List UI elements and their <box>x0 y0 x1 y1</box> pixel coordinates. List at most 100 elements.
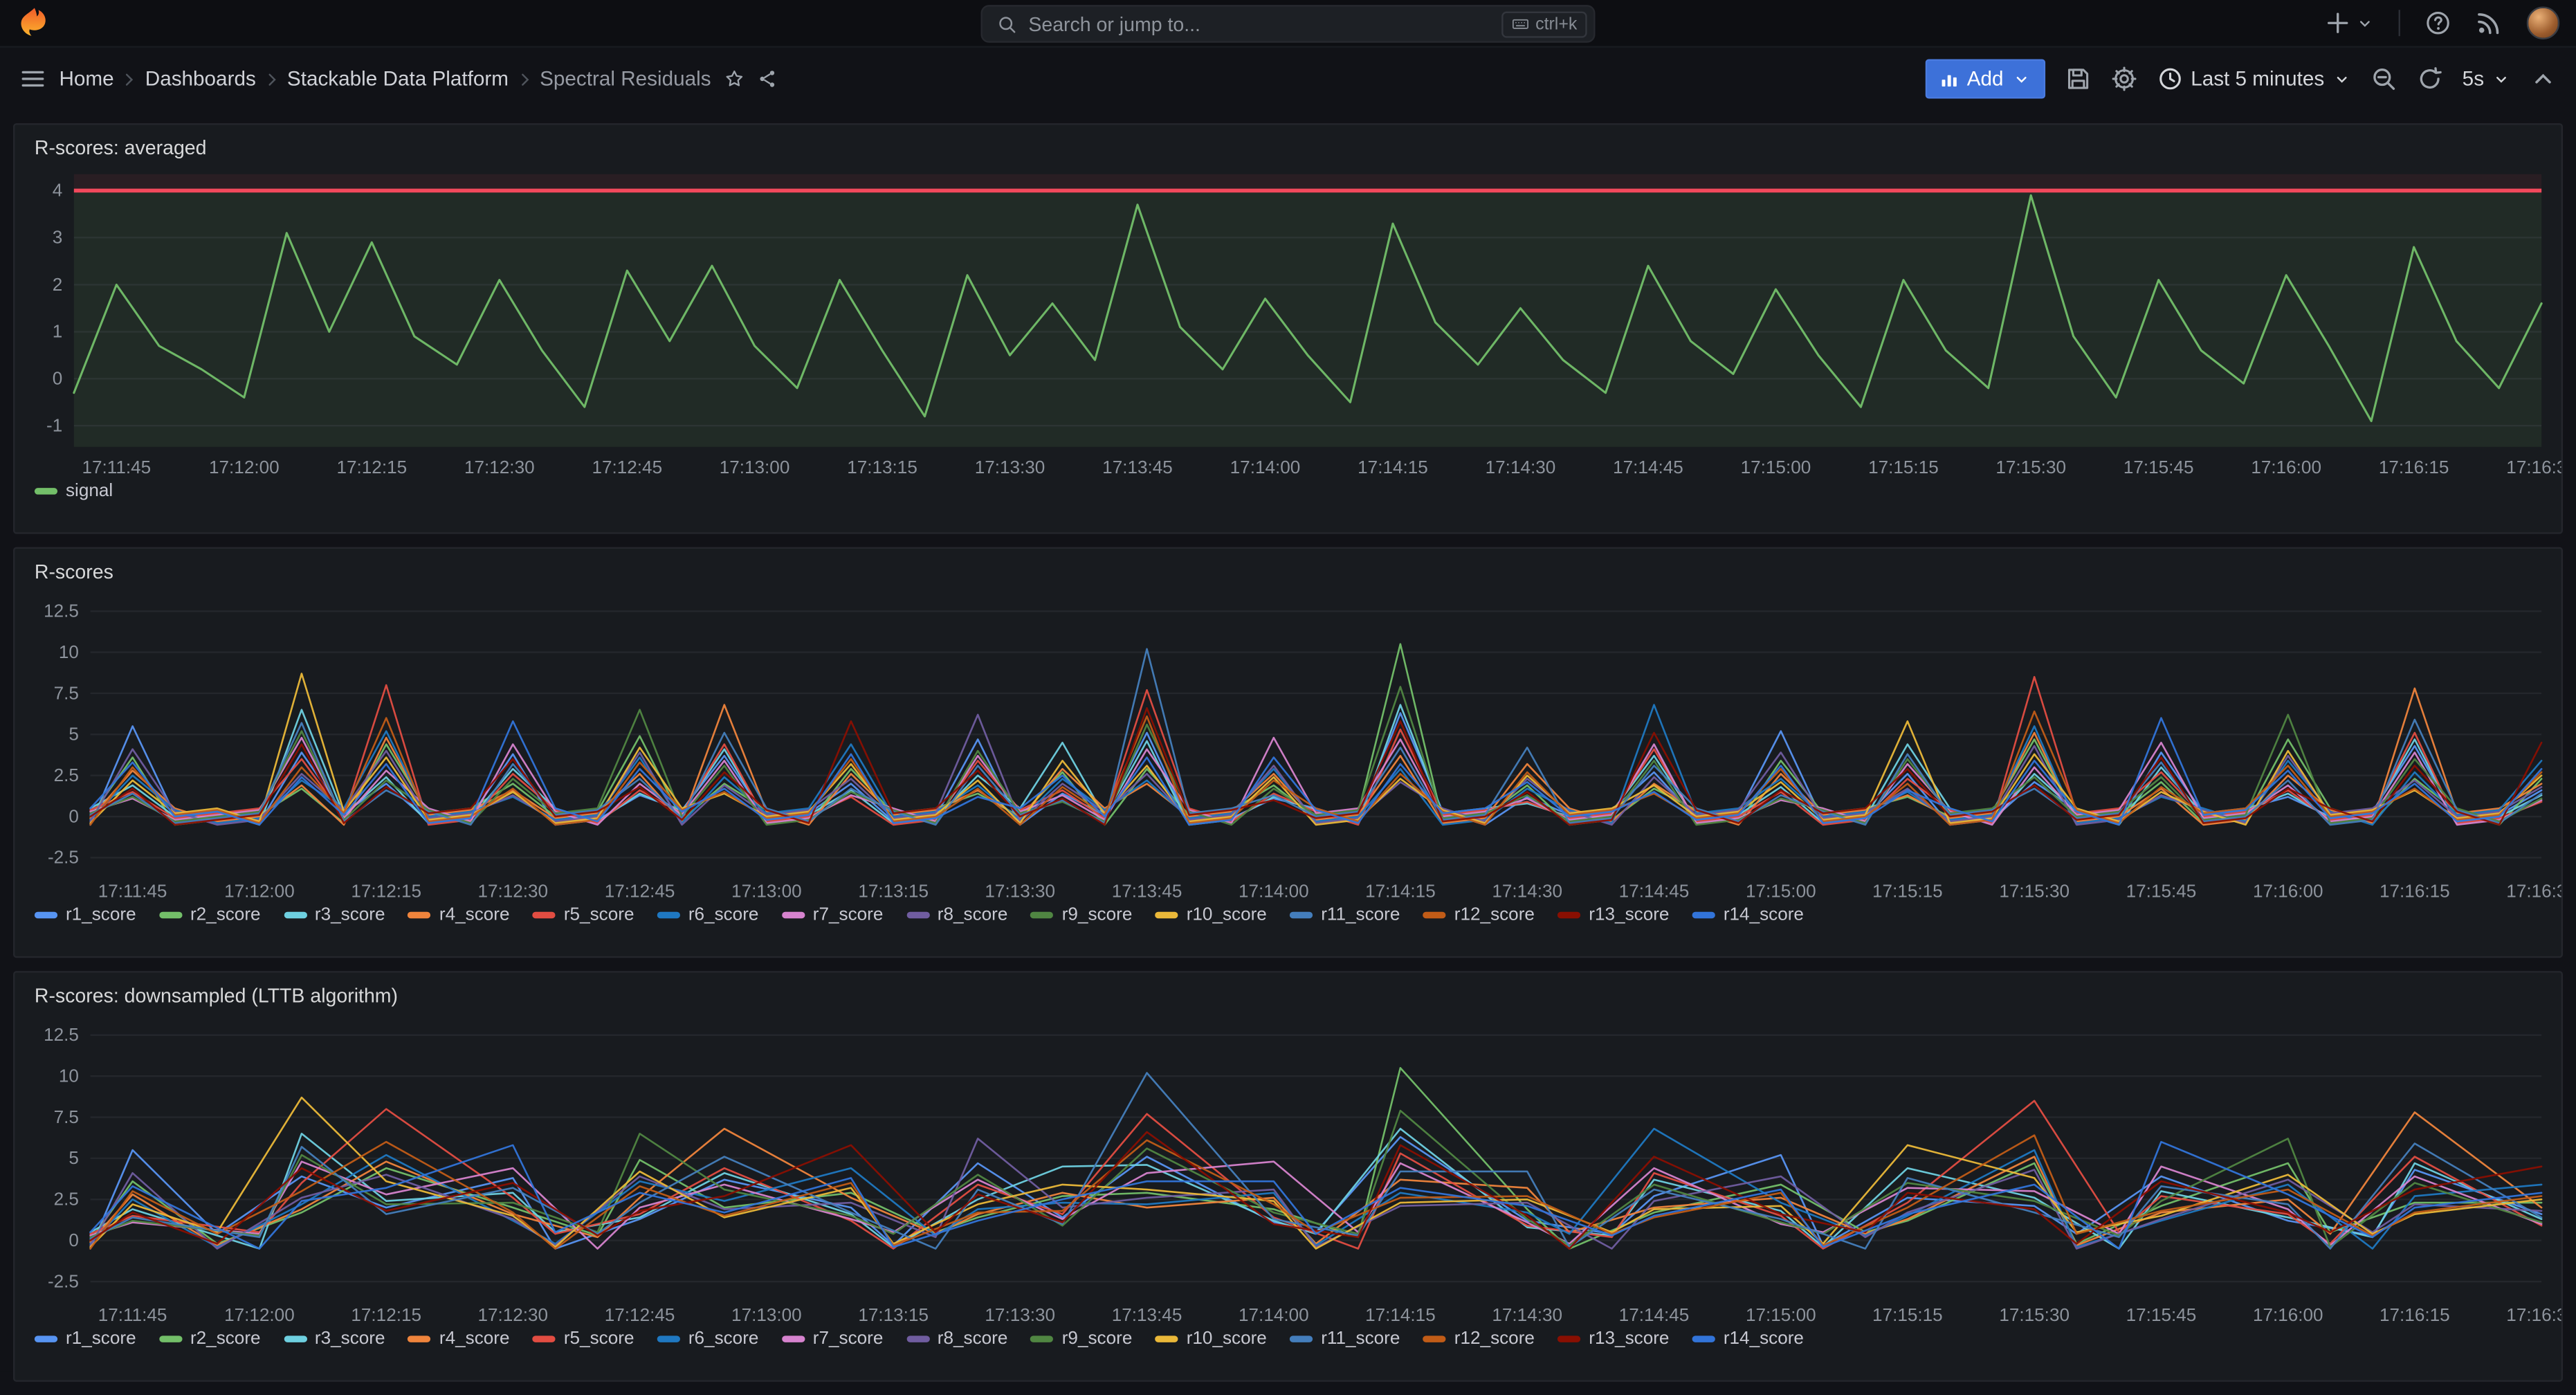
legend-item-r2_score[interactable]: r2_score <box>159 1329 261 1349</box>
breadcrumb-home[interactable]: Home <box>59 67 113 90</box>
legend-item-r1_score[interactable]: r1_score <box>35 1329 136 1349</box>
dashboard-settings-button[interactable] <box>2110 66 2137 92</box>
legend-item-r4_score[interactable]: r4_score <box>408 905 510 924</box>
legend-item-r5_score[interactable]: r5_score <box>533 1329 634 1349</box>
legend-item-r13_score[interactable]: r13_score <box>1558 905 1669 924</box>
legend-item-label: r6_score <box>688 905 759 924</box>
svg-text:17:15:00: 17:15:00 <box>1741 457 1811 477</box>
panel-title[interactable]: R-scores: downsampled (LTTB algorithm) <box>28 979 2548 1015</box>
timeseries-chart[interactable]: 12.5107.552.50-2.517:11:4517:12:0017:12:… <box>28 1015 2551 1327</box>
series-color-marker <box>1423 1335 1446 1342</box>
series-color-marker <box>284 1335 307 1342</box>
legend-item-label: r9_score <box>1062 905 1133 924</box>
save-dashboard-button[interactable] <box>2064 66 2090 92</box>
time-range-picker[interactable]: Last 5 minutes <box>2156 66 2350 92</box>
zoom-out-button[interactable] <box>2371 66 2397 92</box>
new-menu-button[interactable] <box>2325 10 2374 36</box>
mega-menu-button[interactable] <box>19 66 46 92</box>
legend-item-r9_score[interactable]: r9_score <box>1031 1329 1133 1349</box>
series-color-marker <box>533 912 556 918</box>
legend-item-label: r6_score <box>688 1329 759 1349</box>
svg-text:17:13:45: 17:13:45 <box>1102 457 1173 477</box>
legend-item-r4_score[interactable]: r4_score <box>408 1329 510 1349</box>
svg-text:17:12:15: 17:12:15 <box>351 880 421 901</box>
legend-item-r7_score[interactable]: r7_score <box>782 1329 884 1349</box>
legend-item-r5_score[interactable]: r5_score <box>533 905 634 924</box>
svg-text:12.5: 12.5 <box>44 1024 79 1045</box>
star-icon <box>724 69 744 89</box>
legend-item-r10_score[interactable]: r10_score <box>1155 1329 1267 1349</box>
legend-item-r6_score[interactable]: r6_score <box>657 905 759 924</box>
legend-item-r12_score[interactable]: r12_score <box>1423 1329 1535 1349</box>
help-button[interactable] <box>2425 10 2451 36</box>
news-button[interactable] <box>2476 10 2502 36</box>
avatar <box>2527 6 2559 39</box>
svg-text:17:12:00: 17:12:00 <box>209 457 280 477</box>
favorite-button[interactable] <box>724 69 744 89</box>
legend-item-label: r12_score <box>1454 1329 1535 1349</box>
legend-item-r13_score[interactable]: r13_score <box>1558 1329 1669 1349</box>
legend-item-r10_score[interactable]: r10_score <box>1155 905 1267 924</box>
keyboard-icon <box>1510 15 1528 33</box>
question-circle-icon <box>2425 10 2451 36</box>
legend-item-r6_score[interactable]: r6_score <box>657 1329 759 1349</box>
legend-item-r8_score[interactable]: r8_score <box>906 905 1008 924</box>
refresh-button[interactable] <box>2416 66 2442 92</box>
legend-item-r9_score[interactable]: r9_score <box>1031 905 1133 924</box>
zoom-out-icon <box>2371 66 2397 92</box>
breadcrumb-dashboards[interactable]: Dashboards <box>145 67 256 90</box>
legend-item-r12_score[interactable]: r12_score <box>1423 905 1535 924</box>
legend-item-r14_score[interactable]: r14_score <box>1692 905 1804 924</box>
user-profile-button[interactable] <box>2527 6 2559 39</box>
share-button[interactable] <box>757 69 776 89</box>
svg-text:17:16:30: 17:16:30 <box>2506 880 2563 901</box>
legend-item-label: r13_score <box>1589 1329 1669 1349</box>
svg-text:17:14:30: 17:14:30 <box>1492 1304 1562 1325</box>
series-color-marker <box>159 912 182 918</box>
legend-item-r3_score[interactable]: r3_score <box>284 905 385 924</box>
legend-item-label: r8_score <box>938 905 1008 924</box>
svg-text:17:12:45: 17:12:45 <box>605 1304 675 1325</box>
legend-item-signal[interactable]: signal <box>35 482 113 501</box>
grafana-logo-icon[interactable] <box>17 5 53 41</box>
legend-item-r7_score[interactable]: r7_score <box>782 905 884 924</box>
svg-text:17:14:45: 17:14:45 <box>1613 457 1683 477</box>
legend-item-label: r4_score <box>439 1329 510 1349</box>
svg-text:17:12:45: 17:12:45 <box>592 457 662 477</box>
toolbar-actions: Add Last 5 minutes <box>1926 59 2556 98</box>
svg-text:17:13:15: 17:13:15 <box>847 457 917 477</box>
svg-text:17:14:45: 17:14:45 <box>1619 880 1690 901</box>
series-color-marker <box>1692 912 1715 918</box>
legend-item-r2_score[interactable]: r2_score <box>159 905 261 924</box>
timeseries-chart[interactable]: 12.5107.552.50-2.517:11:4517:12:0017:12:… <box>28 592 2551 904</box>
series-color-marker <box>1155 1335 1178 1342</box>
legend-item-label: r7_score <box>813 905 884 924</box>
svg-text:17:15:15: 17:15:15 <box>1872 880 1943 901</box>
timeseries-chart[interactable]: 43210-117:11:4517:12:0017:12:1517:12:301… <box>28 167 2551 480</box>
legend-item-r14_score[interactable]: r14_score <box>1692 1329 1804 1349</box>
series-color-marker <box>533 1335 556 1342</box>
shortcut-badge: ctrl+k <box>1501 10 1587 37</box>
panel-title[interactable]: R-scores: averaged <box>28 131 2548 167</box>
legend-item-label: r5_score <box>564 1329 634 1349</box>
svg-text:17:15:00: 17:15:00 <box>1746 880 1816 901</box>
chevron-up-icon <box>2530 66 2557 92</box>
svg-text:5: 5 <box>68 1147 79 1168</box>
legend-item-r11_score[interactable]: r11_score <box>1290 905 1400 924</box>
legend-item-r8_score[interactable]: r8_score <box>906 1329 1008 1349</box>
legend-item-label: r10_score <box>1187 1329 1267 1349</box>
breadcrumb-folder[interactable]: Stackable Data Platform <box>287 67 509 90</box>
legend-item-label: r8_score <box>938 1329 1008 1349</box>
refresh-interval-dropdown[interactable]: 5s <box>2463 67 2510 90</box>
legend-item-r1_score[interactable]: r1_score <box>35 905 136 924</box>
panel-title[interactable]: R-scores <box>28 556 2548 592</box>
svg-text:2: 2 <box>53 274 63 295</box>
legend-item-r11_score[interactable]: r11_score <box>1290 1329 1400 1349</box>
add-panel-button[interactable]: Add <box>1926 59 2045 98</box>
legend-item-label: r2_score <box>190 1329 261 1349</box>
svg-text:10: 10 <box>59 1066 79 1086</box>
search-input[interactable]: Search or jump to... ctrl+k <box>980 5 1595 43</box>
svg-text:17:11:45: 17:11:45 <box>98 1304 167 1325</box>
legend-item-r3_score[interactable]: r3_score <box>284 1329 385 1349</box>
collapse-topbar-button[interactable] <box>2530 66 2557 92</box>
